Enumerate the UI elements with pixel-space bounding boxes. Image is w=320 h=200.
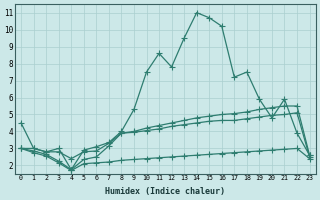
X-axis label: Humidex (Indice chaleur): Humidex (Indice chaleur) xyxy=(105,187,225,196)
